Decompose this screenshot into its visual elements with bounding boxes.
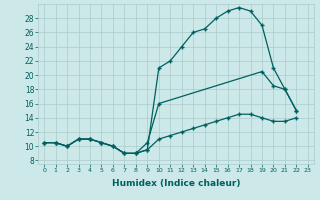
X-axis label: Humidex (Indice chaleur): Humidex (Indice chaleur)	[112, 179, 240, 188]
